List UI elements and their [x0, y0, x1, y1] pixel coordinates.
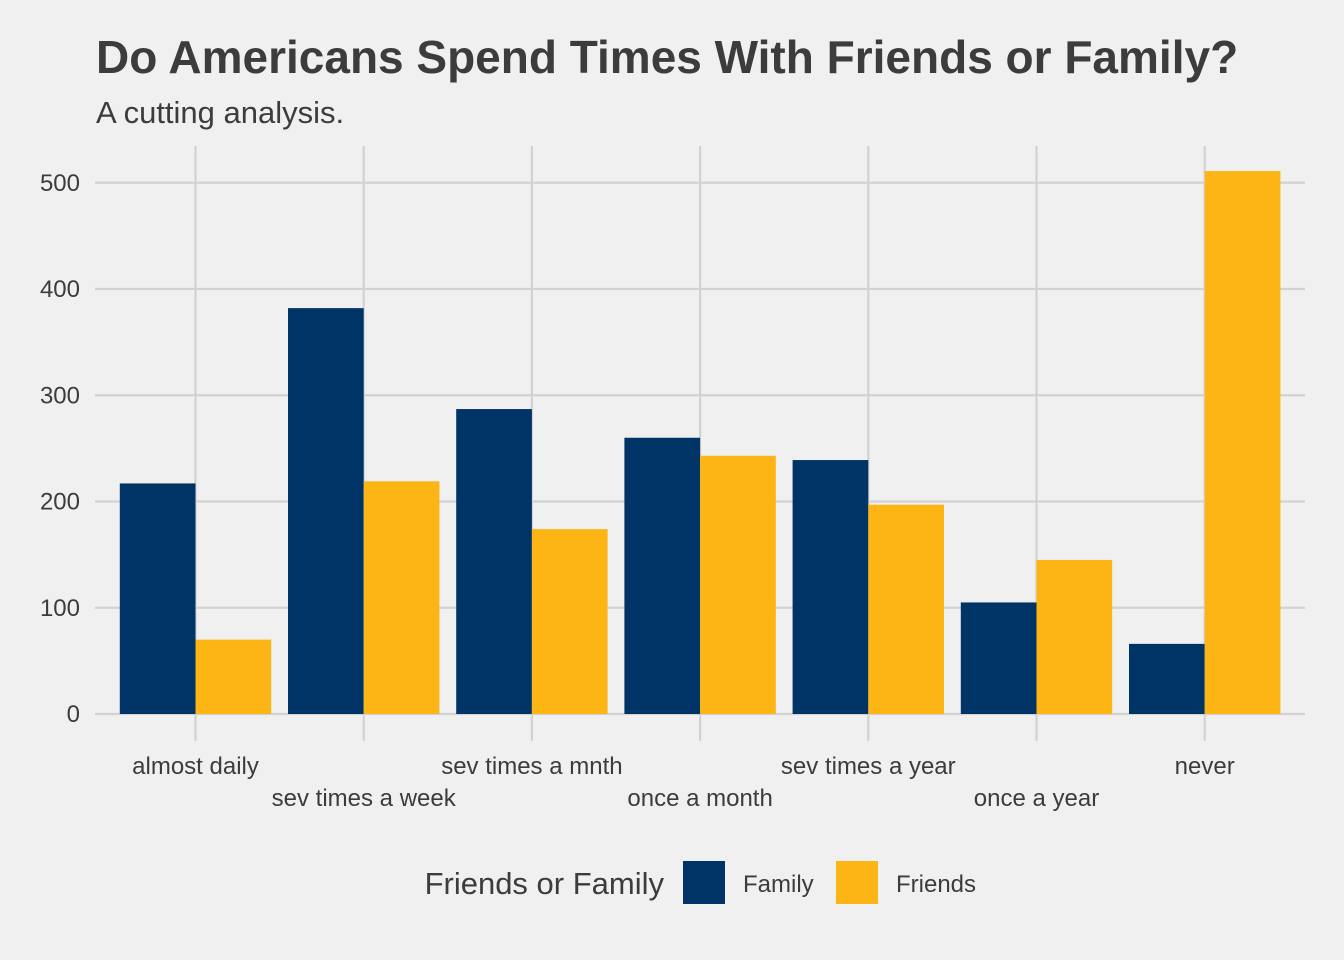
legend: Friends or Family Family Friends — [425, 861, 976, 904]
bar-family-5 — [960, 602, 1037, 714]
x-tick-label: sev times a week — [272, 785, 457, 812]
legend-label-family: Family — [743, 871, 814, 898]
bar-friends-3 — [700, 455, 776, 714]
bar-friends-5 — [1036, 559, 1113, 714]
bars — [119, 171, 1281, 714]
y-tick-label: 300 — [40, 382, 80, 409]
bar-family-0 — [119, 483, 196, 714]
bar-family-4 — [792, 460, 869, 714]
legend-label-friends: Friends — [896, 871, 976, 898]
bar-friends-1 — [363, 481, 440, 714]
legend-key-friends — [836, 861, 878, 904]
bar-family-1 — [288, 308, 364, 714]
chart-title: Do Americans Spend Times With Friends or… — [96, 31, 1238, 83]
y-tick-label: 500 — [40, 170, 80, 197]
y-tick-label: 400 — [40, 276, 80, 303]
x-tick-label: never — [1175, 753, 1235, 780]
x-tick-label: almost daily — [132, 753, 259, 780]
bar-family-2 — [456, 409, 532, 714]
chart-subtitle: A cutting analysis. — [96, 95, 344, 130]
x-tick-label: once a year — [974, 785, 1099, 812]
bar-friends-0 — [195, 639, 272, 714]
legend-title: Friends or Family — [425, 866, 665, 901]
bar-family-3 — [624, 437, 701, 714]
bar-family-6 — [1129, 643, 1205, 714]
x-tick-label: sev times a year — [781, 753, 956, 780]
legend-key-family — [683, 861, 725, 904]
y-tick-label: 0 — [67, 701, 80, 728]
bar-friends-2 — [531, 529, 608, 714]
x-tick-label: once a month — [627, 785, 772, 812]
bar-friends-4 — [868, 504, 944, 714]
axes: 0 100 200 300 400 500 almost daily sev times a … — [40, 170, 1235, 812]
bar-friends-6 — [1204, 171, 1281, 714]
y-tick-label: 200 — [40, 489, 80, 516]
y-tick-label: 100 — [40, 595, 80, 622]
x-tick-label: sev times a mnth — [441, 753, 622, 780]
